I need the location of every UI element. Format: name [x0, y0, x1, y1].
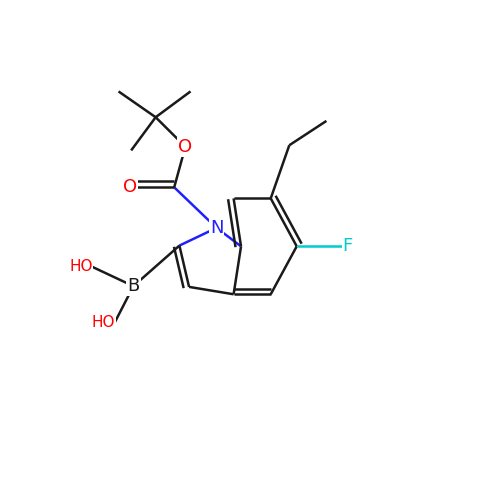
- Text: O: O: [123, 178, 137, 196]
- Text: F: F: [343, 237, 353, 255]
- Text: O: O: [178, 138, 193, 156]
- Text: B: B: [127, 277, 139, 295]
- Text: HO: HO: [69, 260, 92, 274]
- Text: HO: HO: [91, 315, 115, 330]
- Text: N: N: [210, 219, 223, 237]
